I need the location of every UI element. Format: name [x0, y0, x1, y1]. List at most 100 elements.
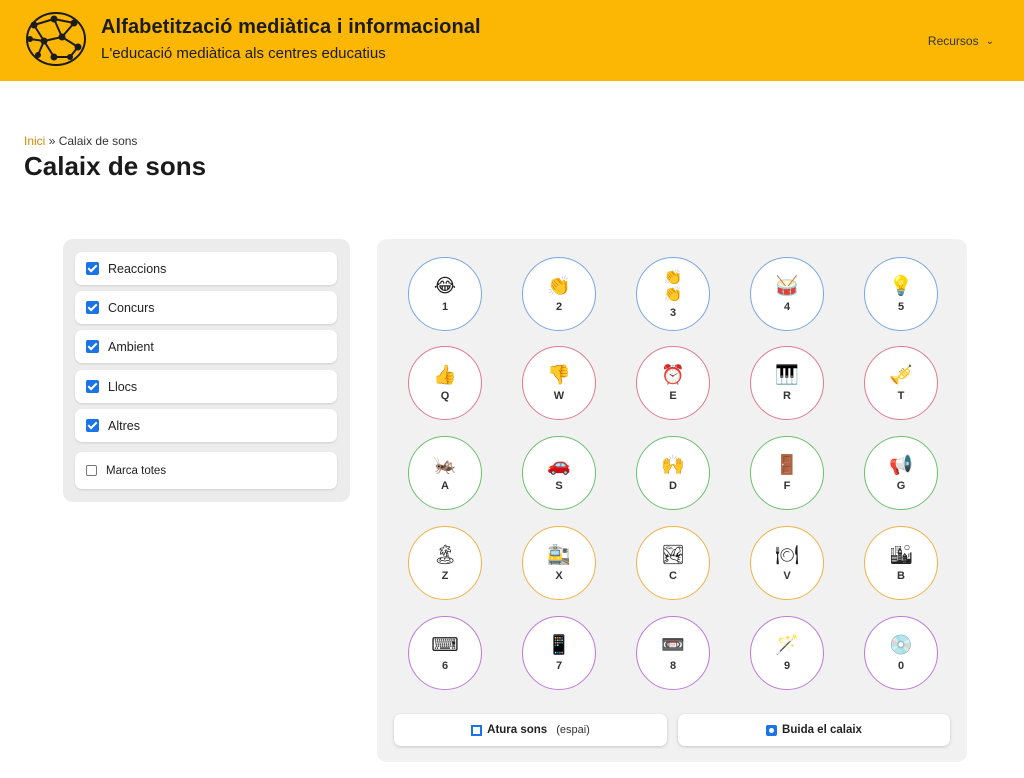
- drum-icon: 🥁: [775, 275, 799, 297]
- sound-key-a[interactable]: 🦗 A: [408, 436, 482, 510]
- clapping-hands-icon: 👏: [547, 275, 571, 297]
- sound-key-label: Q: [440, 390, 450, 402]
- stop-sounds-label: Atura sons: [487, 724, 548, 736]
- sound-key-e[interactable]: ⏰ E: [636, 346, 710, 420]
- stop-square-icon: [471, 724, 483, 736]
- checkbox-checked-icon[interactable]: [86, 419, 99, 432]
- sound-key-2[interactable]: 👏 2: [522, 257, 596, 331]
- sound-key-label: 4: [783, 301, 791, 313]
- sound-key-b[interactable]: 🏙 B: [864, 526, 938, 600]
- sound-key-label: 1: [441, 301, 449, 313]
- sound-key-label: 2: [555, 301, 563, 313]
- checkbox-checked-icon[interactable]: [86, 262, 99, 275]
- filter-reaccions[interactable]: Reaccions: [75, 252, 337, 285]
- stop-sounds-button[interactable]: Atura sons (espai): [394, 714, 667, 746]
- piano-icon: 🎹: [775, 364, 799, 386]
- sound-key-x[interactable]: 🚉 X: [522, 526, 596, 600]
- trumpet-icon: 🎺: [889, 364, 913, 386]
- thumbs-down-icon: 👎: [547, 364, 571, 386]
- filter-altres[interactable]: Altres: [75, 409, 337, 442]
- breadcrumb-home-link[interactable]: Inici: [24, 134, 46, 148]
- sound-key-0[interactable]: 💿 0: [864, 616, 938, 690]
- car-icon: 🚗: [547, 454, 571, 476]
- stop-sounds-shortcut: (espai): [556, 724, 590, 736]
- sound-board: 😂 1 👏 2 👏👏 3 🥁 4 💡 5 👍 Q 👎 W ⏰ E 🎹 R 🎺 T 🦗 A 🚗 S 🙌 D 🚪 F 📢 G 🏝 Z 🚉 X 🏞 C 🍽 V 🏙…: [377, 239, 967, 762]
- sound-key-label: S: [555, 480, 563, 492]
- landscape-icon: 🏞: [660, 544, 686, 566]
- sound-key-label: X: [555, 570, 563, 582]
- filter-label: Altres: [108, 418, 140, 433]
- sound-key-label: 9: [783, 660, 791, 672]
- sound-key-5[interactable]: 💡 5: [864, 257, 938, 331]
- sound-key-6[interactable]: ⌨ 6: [408, 616, 482, 690]
- alarm-clock-icon: ⏰: [661, 364, 685, 386]
- sound-key-label: 5: [897, 301, 905, 313]
- site-header: Alfabetització mediàtica i informacional…: [0, 0, 1024, 81]
- category-filters-panel: Reaccions Concurs Ambient Llocs Altres Marca …: [63, 239, 350, 502]
- sound-key-label: 0: [897, 660, 905, 672]
- record-icon: [766, 724, 778, 736]
- magic-wand-icon: 🪄: [775, 634, 799, 656]
- disc-icon: 💿: [889, 634, 913, 656]
- sound-key-label: 6: [441, 660, 449, 672]
- sound-key-v[interactable]: 🍽 V: [750, 526, 824, 600]
- checkbox-checked-icon[interactable]: [86, 380, 99, 393]
- filter-marca-totes[interactable]: Marca totes: [75, 452, 337, 489]
- checkbox-checked-icon[interactable]: [86, 301, 99, 314]
- light-bulb-icon: 💡: [889, 275, 913, 297]
- breadcrumb-separator: »: [48, 134, 56, 148]
- sound-key-label: W: [553, 390, 565, 402]
- sound-key-c[interactable]: 🏞 C: [636, 526, 710, 600]
- sound-key-w[interactable]: 👎 W: [522, 346, 596, 420]
- sound-key-label: 8: [669, 660, 677, 672]
- sound-key-label: D: [669, 480, 677, 492]
- sound-key-label: E: [669, 390, 677, 402]
- sound-key-4[interactable]: 🥁 4: [750, 257, 824, 331]
- filter-label: Llocs: [108, 379, 138, 394]
- checkbox-unchecked-icon[interactable]: [86, 465, 97, 476]
- filter-concurs[interactable]: Concurs: [75, 291, 337, 324]
- breadcrumb-current: Calaix de sons: [58, 134, 138, 148]
- sound-key-1[interactable]: 😂 1: [408, 257, 482, 331]
- page-title: Calaix de sons: [24, 151, 207, 181]
- sound-key-label: F: [783, 480, 791, 492]
- sound-key-7[interactable]: 📱 7: [522, 616, 596, 690]
- sound-key-label: 7: [555, 660, 563, 672]
- sound-key-label: Z: [441, 570, 449, 582]
- restaurant-icon: 🍽: [774, 544, 800, 566]
- sound-key-t[interactable]: 🎺 T: [864, 346, 938, 420]
- checkbox-checked-icon[interactable]: [86, 340, 99, 353]
- sound-key-q[interactable]: 👍 Q: [408, 346, 482, 420]
- filter-label: Marca totes: [106, 464, 167, 477]
- sound-key-d[interactable]: 🙌 D: [636, 436, 710, 510]
- keyboard-icon: ⌨: [431, 634, 459, 656]
- sound-key-z[interactable]: 🏝 Z: [408, 526, 482, 600]
- filter-label: Ambient: [108, 339, 154, 354]
- filter-label: Reaccions: [108, 261, 167, 276]
- door-icon: 🚪: [775, 454, 799, 476]
- clear-box-button[interactable]: Buida el calaix: [678, 714, 950, 746]
- train-station-icon: 🚉: [547, 544, 571, 566]
- site-title[interactable]: Alfabetització mediàtica i informacional: [101, 16, 481, 38]
- sound-key-r[interactable]: 🎹 R: [750, 346, 824, 420]
- network-brain-logo-icon[interactable]: [24, 9, 88, 69]
- sound-key-9[interactable]: 🪄 9: [750, 616, 824, 690]
- sound-key-label: B: [897, 570, 905, 582]
- sound-key-3[interactable]: 👏👏 3: [636, 257, 710, 331]
- menu-recursos[interactable]: Recursos ⌄: [928, 34, 994, 48]
- sound-key-s[interactable]: 🚗 S: [522, 436, 596, 510]
- raised-hands-icon: 🙌: [661, 454, 685, 476]
- filter-llocs[interactable]: Llocs: [75, 370, 337, 403]
- sound-key-label: C: [669, 570, 677, 582]
- sound-key-f[interactable]: 🚪 F: [750, 436, 824, 510]
- filter-ambient[interactable]: Ambient: [75, 330, 337, 363]
- filter-label: Concurs: [108, 300, 155, 315]
- thumbs-up-icon: 👍: [433, 364, 457, 386]
- sound-key-label: R: [783, 390, 791, 402]
- sound-key-label: 3: [669, 307, 677, 319]
- menu-recursos-label: Recursos: [927, 34, 979, 48]
- sound-key-8[interactable]: 📼 8: [636, 616, 710, 690]
- sound-key-g[interactable]: 📢 G: [864, 436, 938, 510]
- double-clapping-icon: 👏👏: [663, 268, 683, 303]
- videocassette-icon: 📼: [661, 634, 685, 656]
